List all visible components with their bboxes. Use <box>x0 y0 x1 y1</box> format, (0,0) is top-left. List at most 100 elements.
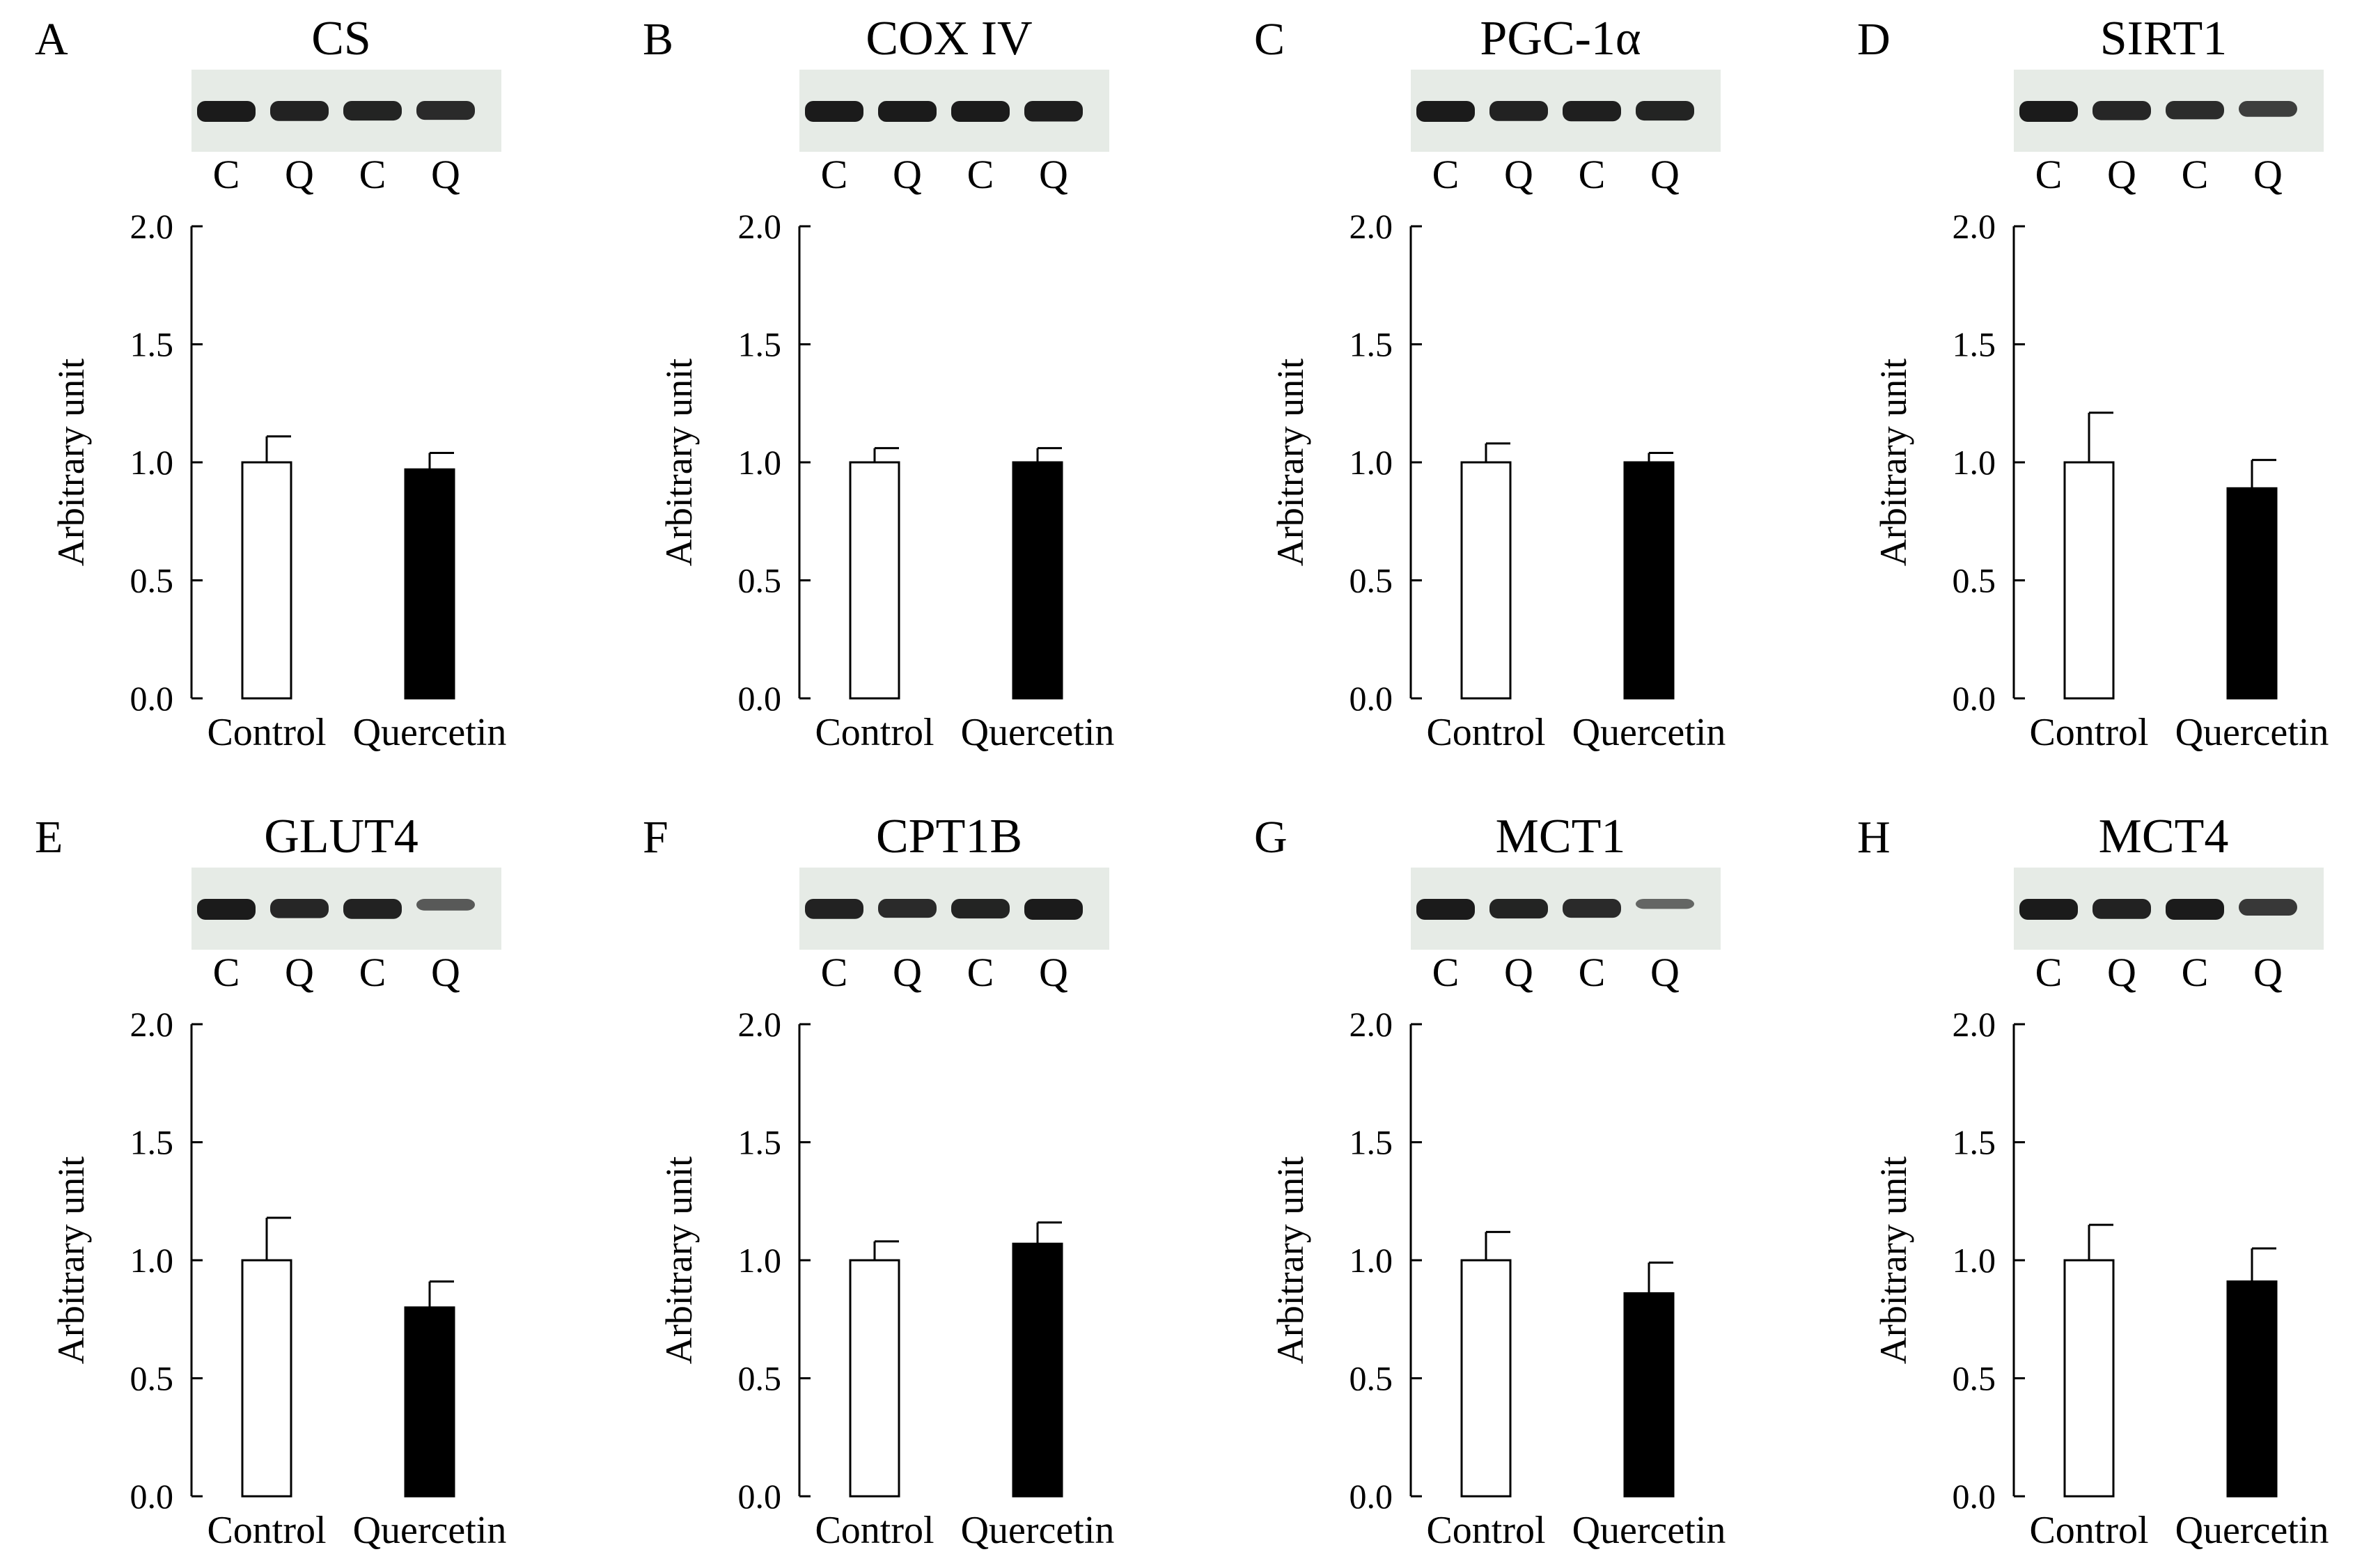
panel-letter: D <box>1857 14 1891 65</box>
lane-label: C <box>359 950 386 995</box>
lane-label: Q <box>431 152 460 197</box>
lane-label: C <box>213 950 240 995</box>
lane-label: Q <box>1039 152 1068 197</box>
blot-band <box>878 899 937 918</box>
blot-band <box>197 101 256 122</box>
blot-band <box>1563 899 1621 918</box>
x-category-label: Control <box>207 1509 326 1552</box>
lane-label: C <box>821 152 848 197</box>
y-tick-label: 0.0 <box>1953 679 1996 718</box>
blot-band <box>805 101 863 122</box>
y-tick-label: 1.0 <box>1953 1241 1996 1280</box>
y-axis: 0.0 0.5 1.0 1.5 2.0 <box>1350 1005 1422 1516</box>
blot-band <box>1416 899 1475 920</box>
y-tick-label: 1.0 <box>738 443 782 482</box>
y-tick-label: 1.5 <box>1350 1123 1393 1162</box>
blot-band <box>2093 101 2151 120</box>
y-tick-label: 1.5 <box>738 1123 782 1162</box>
blot-band <box>951 101 1010 122</box>
panel-title: CPT1B <box>876 810 1022 863</box>
x-category-label: Control <box>2029 1509 2148 1552</box>
lane-label: C <box>1579 152 1606 197</box>
panel-title: MCT4 <box>2099 810 2229 863</box>
western-blot <box>1411 70 1721 152</box>
lane-label: C <box>1432 950 1460 995</box>
lane-label: Q <box>1504 950 1533 995</box>
y-axis-label: Arbitrary unit <box>1269 1157 1311 1364</box>
panel-title: GLUT4 <box>264 810 419 863</box>
y-tick-label: 0.5 <box>738 561 782 600</box>
x-category-label: Quercetin <box>353 1509 507 1552</box>
blot-band <box>2019 101 2078 122</box>
y-tick-label: 1.0 <box>130 1241 174 1280</box>
y-tick-label: 0.5 <box>1350 1359 1393 1398</box>
blot-band <box>2239 101 2297 117</box>
bar-control <box>2063 1259 2115 1498</box>
lane-label: Q <box>1039 950 1068 995</box>
y-tick-label: 1.5 <box>1350 325 1393 364</box>
lane-label: C <box>967 950 994 995</box>
y-tick-label: 2.0 <box>1350 1005 1393 1044</box>
lane-label: C <box>2035 152 2063 197</box>
bar-control <box>849 461 900 700</box>
blot-band <box>1489 899 1548 919</box>
panel-title: CS <box>311 12 371 65</box>
blot-band <box>878 101 937 122</box>
western-blot <box>191 70 501 152</box>
lane-label: Q <box>1504 152 1533 197</box>
bar-quercetin <box>2226 487 2278 700</box>
panel-letter: H <box>1857 812 1891 863</box>
y-tick-label: 0.0 <box>738 679 782 718</box>
x-category-label: Quercetin <box>2175 1509 2329 1552</box>
blot-band <box>2093 899 2151 919</box>
bar-quercetin <box>2226 1280 2278 1498</box>
panel-title: MCT1 <box>1496 810 1626 863</box>
western-blot <box>2014 868 2324 950</box>
bar-control <box>1460 1259 1512 1498</box>
y-tick-label: 0.5 <box>1953 561 1996 600</box>
y-axis: 0.0 0.5 1.0 1.5 2.0 <box>738 1005 811 1516</box>
lane-label: Q <box>285 152 314 197</box>
x-category-label: Quercetin <box>353 711 507 754</box>
y-axis: 0.0 0.5 1.0 1.5 2.0 <box>1350 207 1422 718</box>
panel-title: SIRT1 <box>2100 12 2228 65</box>
blot-band <box>2166 899 2224 920</box>
bar-control <box>1460 461 1512 700</box>
x-category-label: Control <box>1426 1509 1545 1552</box>
lane-label: C <box>2182 950 2209 995</box>
y-tick-label: 0.5 <box>1350 561 1393 600</box>
blot-band <box>343 899 402 919</box>
y-axis-label: Arbitrary unit <box>50 1157 92 1364</box>
lane-label: Q <box>2107 152 2136 197</box>
lane-label: C <box>2182 152 2209 197</box>
y-tick-label: 0.5 <box>130 561 174 600</box>
bar-control <box>241 461 292 700</box>
blot-band <box>1489 101 1548 121</box>
blot-band <box>197 899 256 920</box>
y-tick-label: 2.0 <box>738 207 782 246</box>
bar-control <box>849 1259 900 1498</box>
panel-letter: E <box>35 812 63 863</box>
y-tick-label: 0.0 <box>130 1477 174 1516</box>
blot-band <box>1636 899 1694 909</box>
blot-band <box>2239 899 2297 916</box>
blot-band <box>416 101 475 120</box>
x-category-label: Quercetin <box>1572 1509 1726 1552</box>
y-axis-label: Arbitrary unit <box>658 359 700 566</box>
panel-letter: G <box>1254 812 1288 863</box>
panel-letter: F <box>643 812 668 863</box>
panel-letter: B <box>643 14 673 65</box>
panel-letter: A <box>35 14 68 65</box>
lane-label: C <box>213 152 240 197</box>
y-tick-label: 1.0 <box>1953 443 1996 482</box>
x-category-label: Quercetin <box>961 711 1115 754</box>
lane-label: Q <box>893 950 922 995</box>
bar-control <box>2063 461 2115 700</box>
blot-band <box>343 101 402 121</box>
lane-label: Q <box>2107 950 2136 995</box>
